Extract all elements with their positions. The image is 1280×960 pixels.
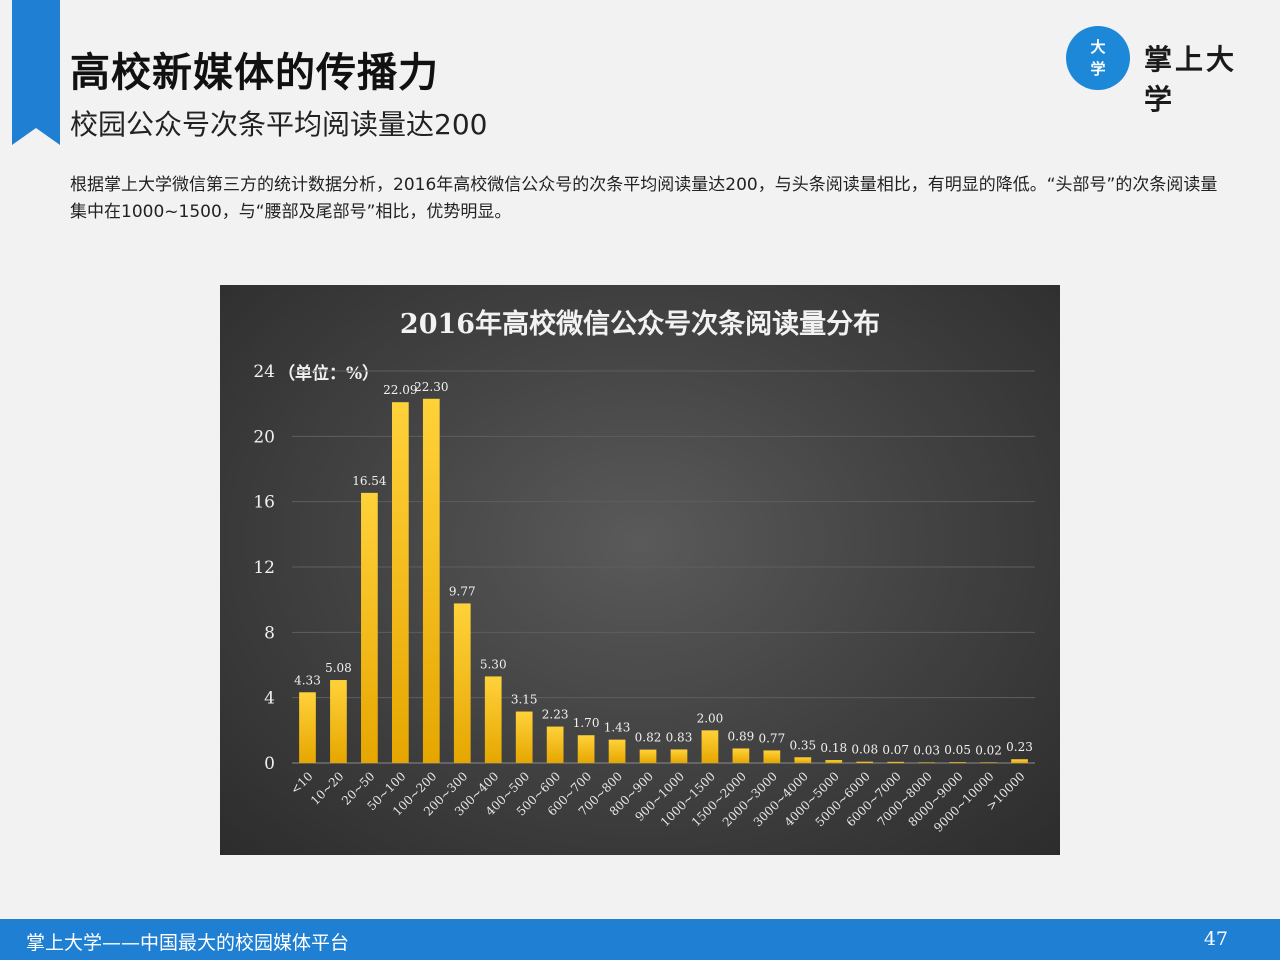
data-label: 1.70 (573, 716, 600, 730)
page-subtitle: 校园公众号次条平均阅读量达200 (70, 108, 488, 141)
data-label: 0.07 (882, 743, 909, 757)
bar (361, 492, 378, 763)
bar (980, 762, 997, 763)
data-label: 3.15 (511, 693, 538, 707)
data-label: 0.83 (666, 730, 693, 744)
data-label: 22.09 (383, 383, 417, 397)
bar (763, 750, 781, 763)
data-label: 0.23 (1006, 740, 1033, 754)
y-tick-label: 20 (253, 427, 275, 447)
bar (453, 603, 471, 763)
data-label: 1.43 (604, 721, 631, 735)
bar (670, 749, 688, 763)
data-label: 4.33 (294, 673, 321, 687)
y-tick-label: 16 (253, 493, 275, 513)
bar (608, 739, 626, 763)
data-label: 2.00 (697, 711, 724, 725)
data-label: 0.05 (944, 743, 971, 757)
bar (546, 726, 564, 763)
gridlines (292, 370, 1035, 764)
x-axis-ticks: <1010~2020~5050~100100~200200~300300~400… (288, 769, 1028, 835)
data-label: 0.08 (851, 743, 878, 757)
y-tick-label: 0 (264, 754, 275, 774)
data-label: 5.08 (325, 661, 352, 675)
data-label: 2.23 (542, 708, 569, 722)
data-label: 0.35 (789, 738, 816, 752)
bar (484, 676, 502, 763)
chart-title: 2016年高校微信公众号次条阅读量分布 (400, 308, 880, 340)
page-title: 高校新媒体的传播力 (70, 50, 439, 96)
brand-logo: 大 学 掌上大学 (1066, 26, 1266, 116)
bar (732, 748, 750, 763)
data-label: 0.89 (728, 729, 755, 743)
bar (794, 757, 812, 763)
data-label: 5.30 (480, 657, 507, 671)
x-tick-label: 10~20 (308, 769, 347, 808)
logo-mark-bottom: 学 (1090, 60, 1106, 78)
logo-text: 掌上大学 (1144, 43, 1238, 116)
y-tick-label: 4 (264, 689, 275, 709)
y-axis-unit-label: （单位：%） (278, 363, 379, 384)
y-tick-label: 24 (253, 362, 275, 382)
data-label: 16.54 (352, 474, 387, 488)
footer-bar: 掌上大学——中国最大的校园媒体平台 47 (0, 919, 1280, 960)
bar (391, 402, 409, 763)
logo-mark-top: 大 (1090, 38, 1106, 56)
data-label: 0.03 (913, 743, 940, 757)
data-label: 9.77 (449, 584, 476, 598)
logo-circle-icon (1066, 26, 1130, 90)
chart-panel: 2016年高校微信公众号次条阅读量分布 （单位：%） 0 4 8 12 16 20 24 4… (220, 285, 1060, 855)
bar (1011, 759, 1028, 763)
bar (701, 730, 719, 763)
data-label: 0.77 (758, 731, 785, 745)
bar (856, 761, 874, 763)
data-label: 0.02 (975, 743, 1002, 757)
body-paragraph: 根据掌上大学微信第三方的统计数据分析，2016年高校微信公众号的次条平均阅读量达… (70, 175, 1218, 222)
bar (299, 692, 316, 763)
bars (299, 398, 1028, 763)
corner-ribbon (12, 0, 60, 145)
bar (577, 735, 595, 763)
footer-text: 掌上大学——中国最大的校园媒体平台 (26, 932, 350, 954)
page-number: 47 (1203, 928, 1228, 950)
y-tick-label: 12 (253, 558, 275, 578)
data-label: 0.18 (820, 741, 847, 755)
data-label: 0.82 (635, 731, 662, 745)
bar (515, 711, 533, 763)
data-label: 22.30 (414, 380, 448, 394)
bar (825, 760, 843, 763)
y-axis-ticks: 0 4 8 12 16 20 24 (253, 362, 275, 774)
bar (949, 762, 966, 763)
bar (422, 398, 440, 763)
bar (887, 761, 905, 763)
logo-mark: 大 学 (1084, 36, 1112, 80)
y-tick-label: 8 (264, 623, 275, 643)
bar-chart: 2016年高校微信公众号次条阅读量分布 （单位：%） 0 4 8 12 16 20 24 4… (253, 308, 1035, 835)
bar (918, 762, 936, 763)
x-tick-label: <10 (288, 769, 316, 797)
bar (330, 680, 347, 763)
bar (639, 749, 657, 763)
